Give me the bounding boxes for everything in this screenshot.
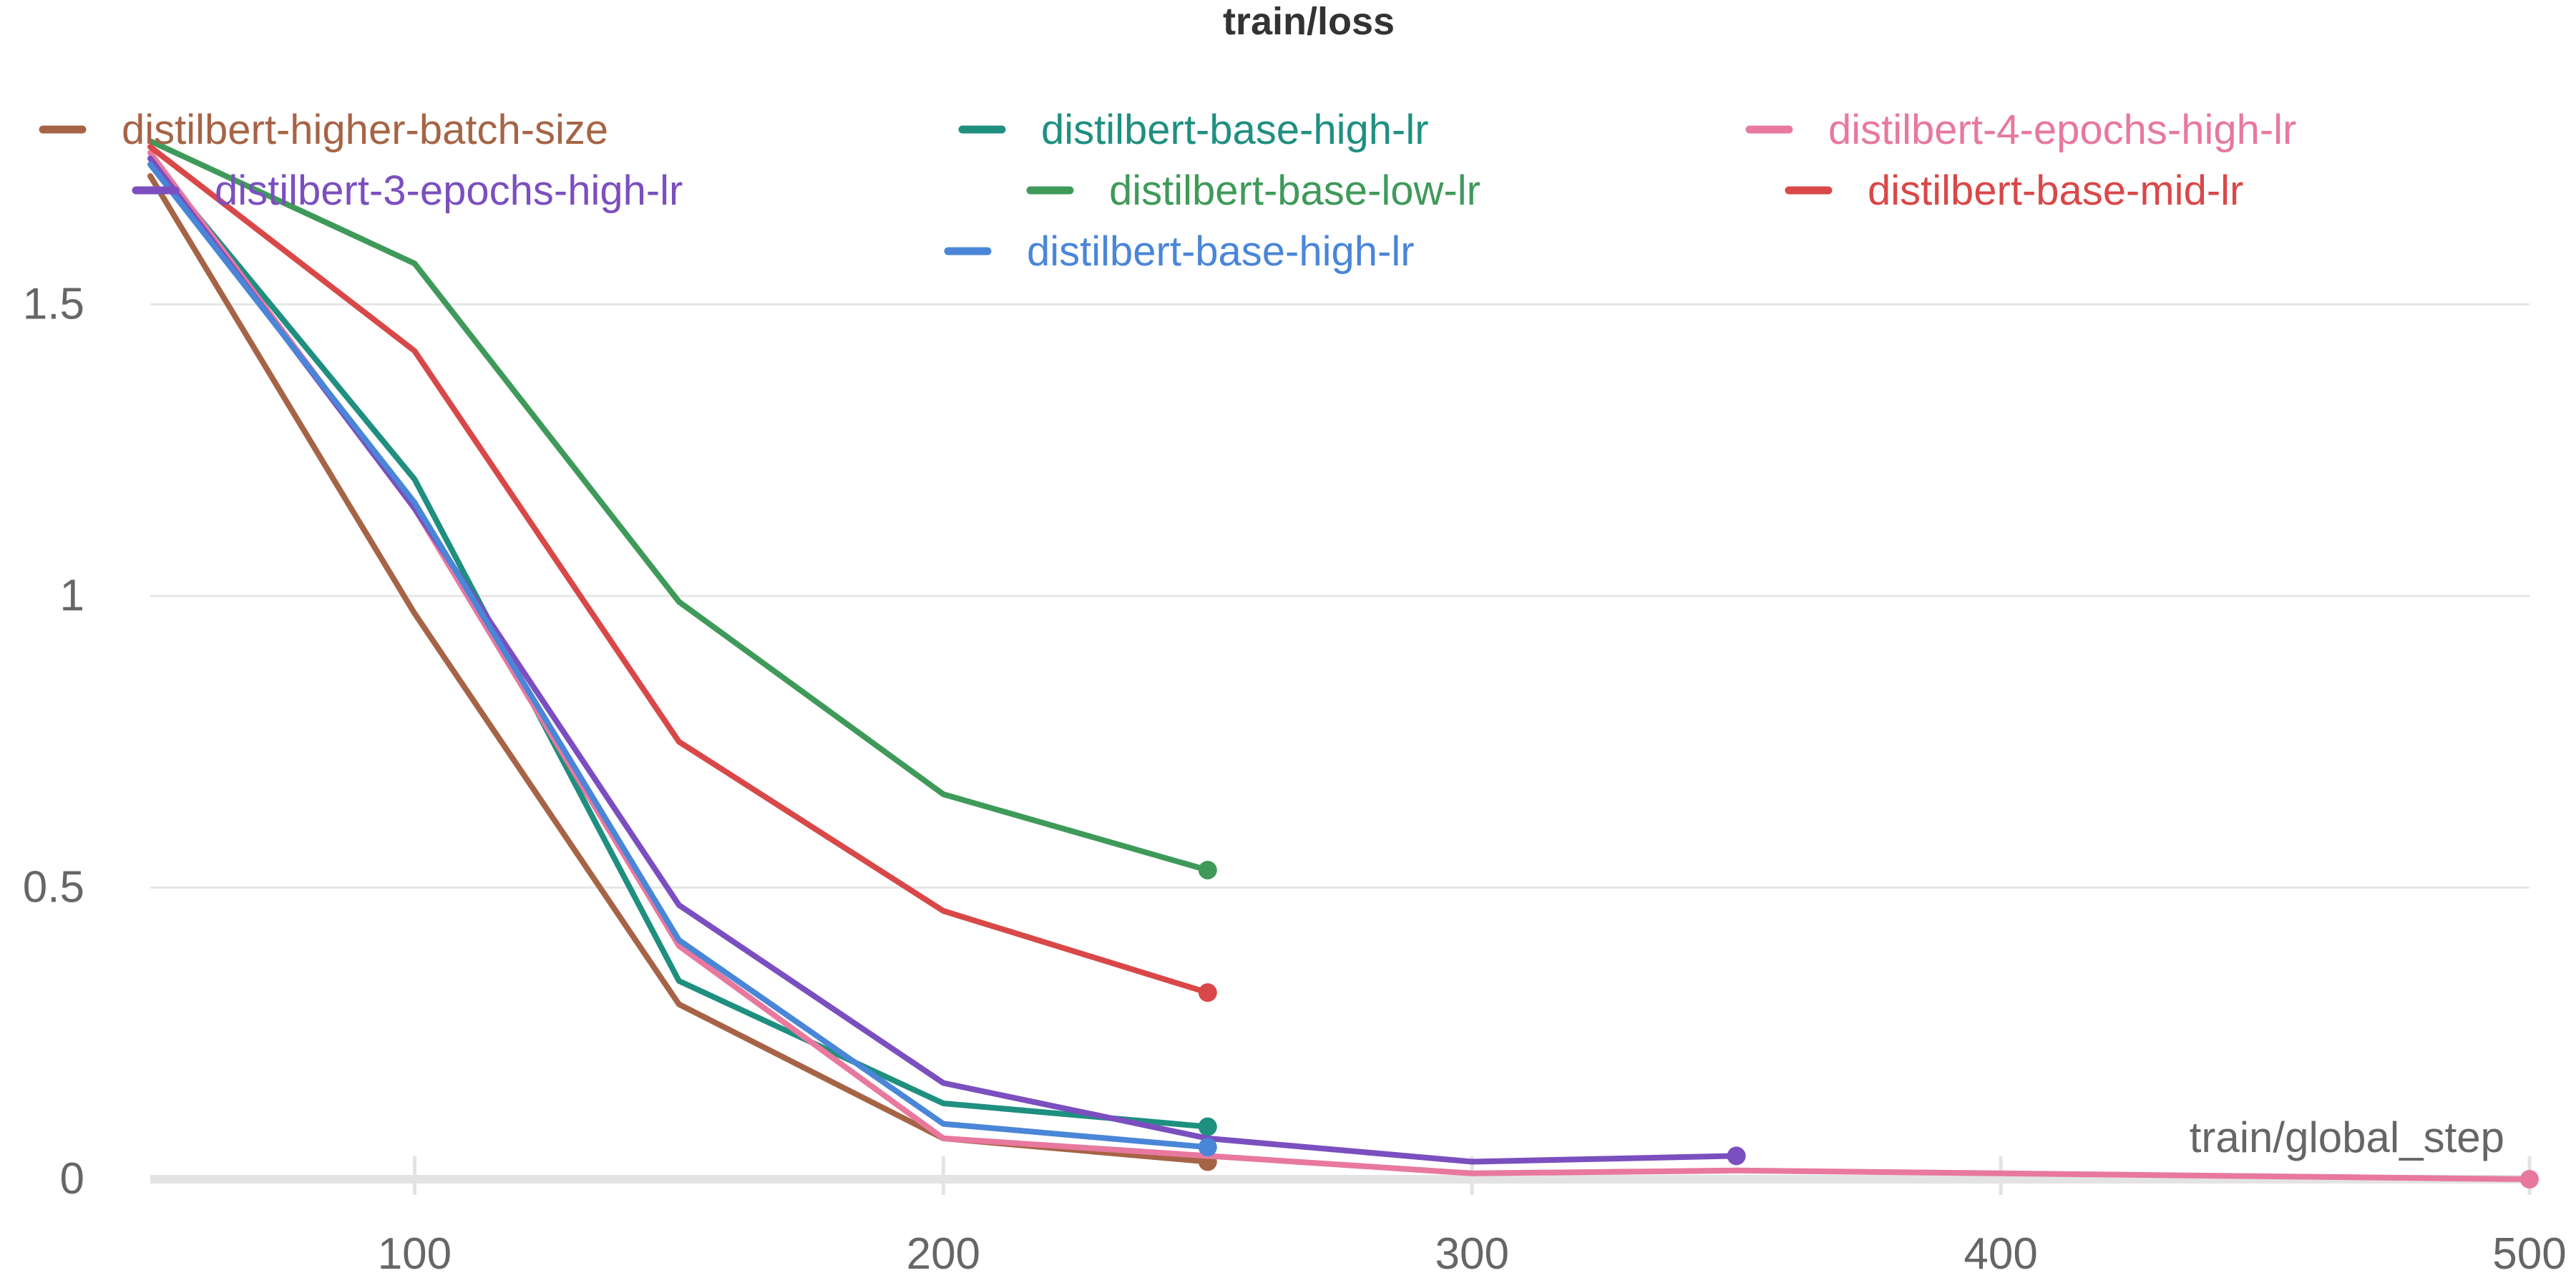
x-tick-label: 100 xyxy=(378,1229,452,1279)
x-tick-label: 500 xyxy=(2492,1229,2566,1279)
series-line-2[interactable] xyxy=(147,150,2532,1182)
legend-label: distilbert-3-epochs-high-lr xyxy=(215,167,683,214)
x-tick-label: 200 xyxy=(907,1229,980,1279)
series-end-point-2[interactable] xyxy=(2520,1170,2539,1189)
x-tick-label: 400 xyxy=(1963,1229,2037,1279)
series-end-point-6[interactable] xyxy=(1198,1138,1217,1157)
y-tick-label: 1.5 xyxy=(23,279,84,328)
legend-item-5[interactable]: distilbert-base-mid-lr xyxy=(1785,167,2243,214)
legend-label: distilbert-base-high-lr xyxy=(1041,107,1429,153)
legend-item-6[interactable]: distilbert-base-high-lr xyxy=(944,228,1415,275)
series-end-point-3[interactable] xyxy=(1727,1146,1746,1166)
series-end-point-1[interactable] xyxy=(1198,1117,1217,1136)
series-end-point-4[interactable] xyxy=(1198,860,1217,879)
legend-item-3[interactable]: distilbert-3-epochs-high-lr xyxy=(132,167,683,214)
x-axis-label: train/global_step xyxy=(2190,1113,2504,1161)
chart-title: train/loss xyxy=(1223,0,1395,43)
y-tick-label: 1 xyxy=(60,571,84,620)
series-line-5[interactable] xyxy=(147,144,1211,996)
legend-item-1[interactable]: distilbert-base-high-lr xyxy=(958,107,1429,153)
series-line-0[interactable] xyxy=(147,173,1211,1165)
axis-layer: 0 0.5 1 1.5 100 200 300 400 500 xyxy=(23,279,2567,1279)
series-line-4[interactable] xyxy=(147,138,1211,873)
y-tick-label: 0 xyxy=(60,1154,84,1204)
legend-item-2[interactable]: distilbert-4-epochs-high-lr xyxy=(1745,107,2296,153)
x-tick-label: 300 xyxy=(1435,1229,1508,1279)
y-tick-label: 0.5 xyxy=(23,862,84,912)
legend[interactable]: distilbert-higher-batch-size distilbert-b… xyxy=(39,107,2296,275)
series-line-6[interactable] xyxy=(147,161,1211,1151)
series-end-point-5[interactable] xyxy=(1198,983,1217,1002)
legend-item-4[interactable]: distilbert-base-low-lr xyxy=(1026,167,1480,214)
series-layer xyxy=(147,138,2539,1189)
grid-layer xyxy=(150,303,2529,889)
legend-label: distilbert-base-mid-lr xyxy=(1868,167,2243,214)
legend-label: distilbert-4-epochs-high-lr xyxy=(1828,107,2296,153)
series-line-1[interactable] xyxy=(147,155,1211,1130)
legend-label: distilbert-base-low-lr xyxy=(1109,167,1480,214)
legend-item-0[interactable]: distilbert-higher-batch-size xyxy=(39,107,608,153)
series-line-3[interactable] xyxy=(147,155,1740,1165)
legend-label: distilbert-higher-batch-size xyxy=(122,107,608,153)
legend-label: distilbert-base-high-lr xyxy=(1027,228,1415,275)
